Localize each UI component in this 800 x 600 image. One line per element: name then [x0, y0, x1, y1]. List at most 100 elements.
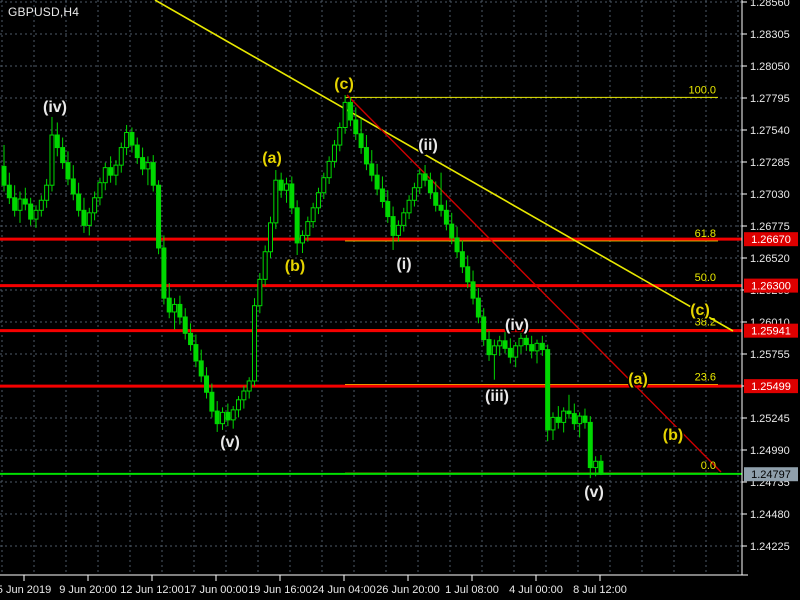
candle-body: [140, 157, 146, 170]
highlighted-price-label: 1.25941: [751, 326, 791, 338]
candle-body: [523, 337, 529, 346]
candle-body: [134, 144, 140, 159]
wave-label[interactable]: (b): [283, 257, 306, 277]
candle-body: [550, 416, 556, 431]
candle-body: [315, 192, 321, 209]
wave-label[interactable]: (v): [219, 433, 242, 453]
candle-body: [481, 316, 487, 341]
candle-body: [225, 411, 231, 421]
chart-symbol-title: GBPUSD,H4: [8, 5, 80, 19]
candle-body: [385, 201, 391, 218]
highlighted-price-label: 1.25499: [751, 381, 791, 393]
fib-level-label[interactable]: 23.6: [695, 371, 716, 383]
candle-body: [54, 134, 60, 149]
candle-body: [38, 199, 44, 211]
candle-body: [427, 179, 433, 194]
candle-body: [70, 178, 76, 195]
wave-label[interactable]: (c): [333, 75, 356, 95]
price-tick-label: 1.27030: [750, 189, 790, 201]
candle-body: [593, 460, 599, 469]
candle-body: [369, 163, 375, 176]
candle-body: [587, 421, 593, 469]
price-tick-label: 1.26520: [750, 253, 790, 265]
candle-body: [81, 209, 87, 226]
wave-label[interactable]: (a): [627, 370, 650, 390]
candle-body: [518, 337, 524, 347]
wave-label[interactable]: (iv): [42, 98, 69, 118]
wave-label[interactable]: (a): [261, 149, 284, 169]
candle-body: [230, 409, 236, 421]
fib-level-label[interactable]: 100.0: [688, 84, 716, 96]
price-tick-label: 1.25245: [750, 413, 790, 425]
candle-body: [102, 167, 108, 184]
candle-body: [177, 303, 183, 318]
candle-body: [417, 173, 423, 189]
grid: [0, 0, 742, 575]
descending-trendline[interactable]: [154, 0, 734, 332]
candle-body: [310, 207, 316, 223]
candle-body: [118, 147, 124, 166]
candle-body: [513, 345, 519, 358]
candle-body: [545, 349, 551, 431]
highlighted-price-label: 1.24797: [751, 469, 791, 481]
level-price-box: [744, 278, 798, 293]
candle-body: [379, 188, 385, 203]
price-tick-label: 1.26775: [750, 221, 790, 233]
candle-body: [331, 144, 337, 162]
candle-body: [198, 360, 204, 377]
candle-body: [156, 184, 162, 249]
price-tick-label: 1.27285: [750, 157, 790, 169]
time-tick-label: 4 Jul 00:00: [509, 584, 563, 596]
candle-body: [86, 212, 92, 226]
candle-body: [555, 416, 561, 423]
candle-body: [321, 177, 327, 194]
wave-label[interactable]: (v): [583, 483, 606, 503]
fib-level-label[interactable]: 38.2: [695, 317, 716, 329]
candle-body: [443, 209, 449, 225]
candle-body: [449, 223, 455, 239]
time-axis: 5 Jun 2019 9 Jun 20:00 12 Jun 12:00 17 Jun …: [0, 575, 627, 596]
candle-body: [129, 132, 135, 146]
wave-label[interactable]: (ii): [417, 136, 440, 156]
candle-body: [49, 134, 55, 186]
candle-body: [145, 162, 151, 170]
candle-body: [172, 303, 178, 313]
highlighted-price-label: 1.26300: [751, 281, 791, 293]
candle-body: [28, 203, 34, 220]
candle-body: [465, 266, 471, 283]
candle-body: [273, 179, 279, 224]
wave-label[interactable]: (c): [689, 301, 712, 321]
candle-body: [390, 216, 396, 236]
candle-body: [214, 410, 220, 425]
candle-body: [246, 380, 252, 392]
candle-body: [534, 342, 540, 352]
candle-body: [65, 162, 71, 180]
candle-body: [539, 342, 545, 351]
candle-body: [502, 340, 508, 349]
candle-body: [299, 234, 305, 244]
candle-body: [209, 391, 215, 412]
candle-body: [113, 164, 119, 176]
candle-body: [44, 184, 50, 201]
price-tick-label: 1.24480: [750, 509, 790, 521]
wave-label[interactable]: (i): [395, 255, 413, 275]
candle-body: [182, 316, 188, 334]
candle-body: [433, 192, 439, 206]
candle-body: [204, 375, 210, 393]
fib-level-label[interactable]: 50.0: [695, 272, 716, 284]
time-tick-label: 24 Jun 04:00: [312, 584, 376, 596]
wave-label[interactable]: (iv): [504, 316, 531, 336]
candle-body: [6, 184, 12, 199]
candle-body: [411, 187, 417, 201]
candle-body: [374, 174, 380, 190]
candle-body: [241, 390, 247, 401]
price-tick-label: 1.25755: [750, 349, 790, 361]
level-price-box: [744, 232, 798, 247]
fibo-baseline[interactable]: [346, 94, 722, 473]
fib-level-label[interactable]: 0.0: [701, 460, 716, 472]
candle-body: [326, 160, 332, 179]
fib-level-label[interactable]: 61.8: [695, 228, 716, 240]
candle-body: [220, 411, 226, 425]
wave-label[interactable]: (iii): [484, 387, 511, 407]
wave-label[interactable]: (b): [661, 426, 684, 446]
